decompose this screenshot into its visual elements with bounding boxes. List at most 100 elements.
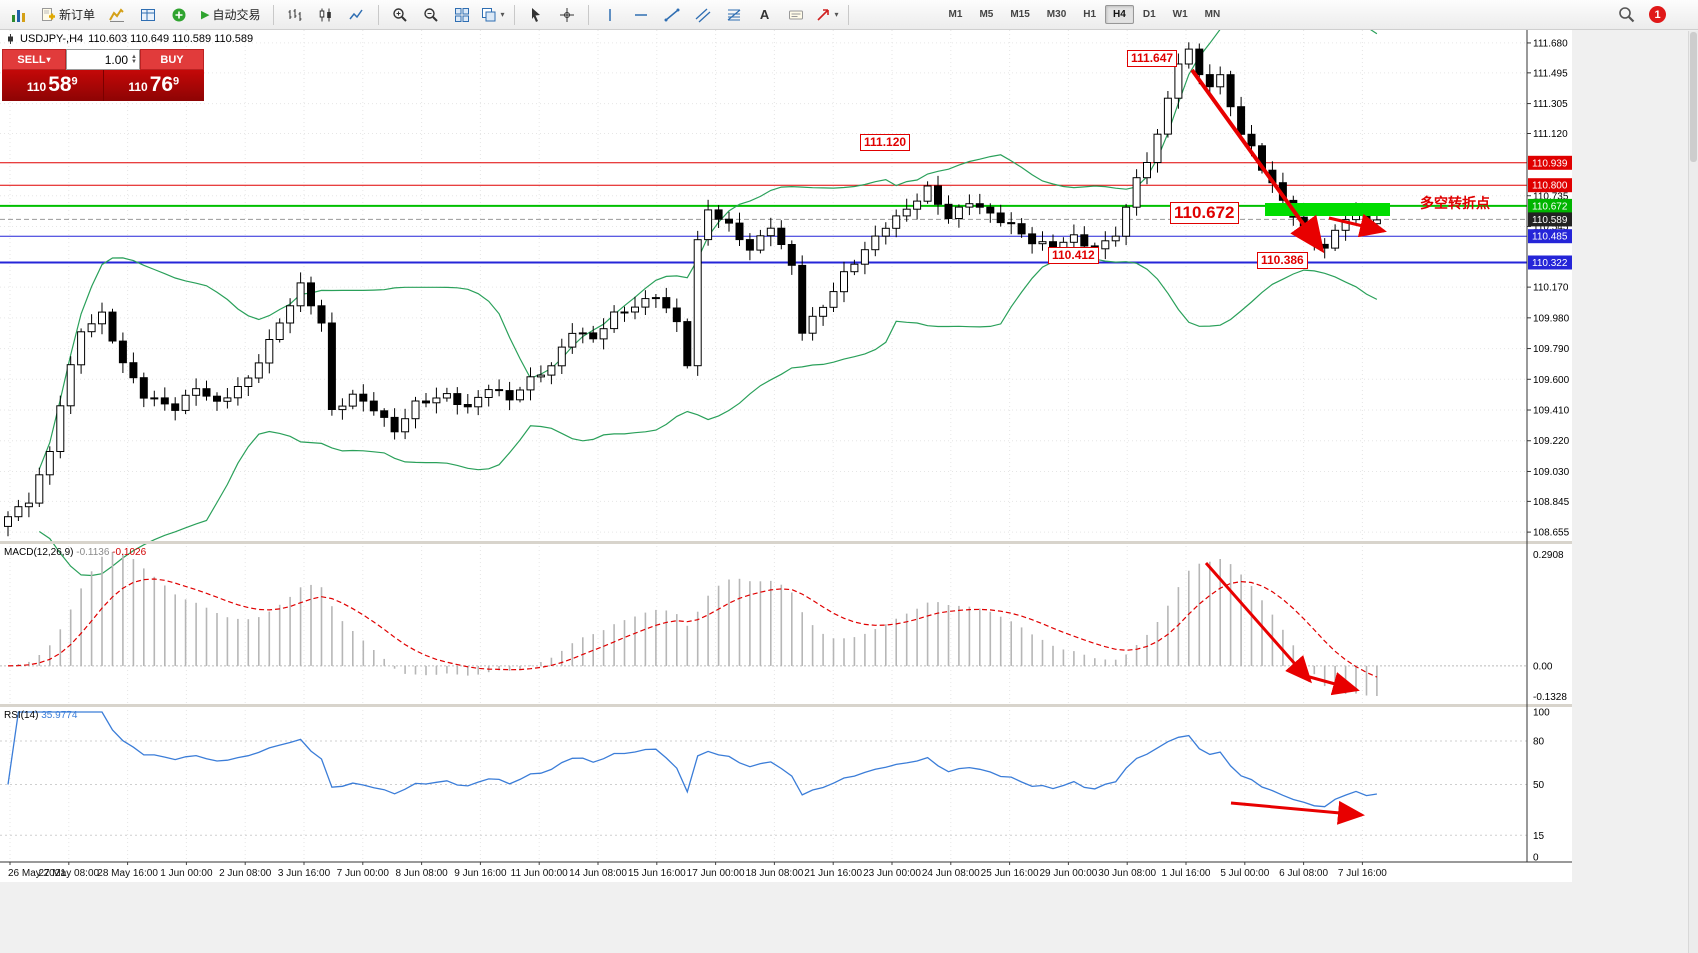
svg-text:30 Jun 08:00: 30 Jun 08:00 [1098, 868, 1156, 879]
macd-title: MACD(12,26,9) [4, 547, 74, 558]
timeframe-d1[interactable]: D1 [1142, 9, 1156, 20]
trend-note-label[interactable]: 多空转折点 [1420, 195, 1490, 211]
rsi-value: 35.9774 [41, 710, 78, 721]
svg-text:110.485: 110.485 [1532, 232, 1568, 243]
buy-button[interactable]: BUY [140, 49, 204, 70]
bar-chart-icon[interactable] [280, 3, 310, 27]
macd-signal-value: -0.1026 [112, 547, 147, 558]
scrollbar-thumb[interactable] [1690, 32, 1697, 162]
sell-dropdown-arrow-icon[interactable]: ▾ [46, 55, 51, 64]
svg-text:15: 15 [1533, 831, 1545, 842]
price-label-annotation[interactable]: 111.647 [1127, 50, 1178, 67]
svg-text:111.120: 111.120 [1533, 129, 1568, 140]
price-label-annotation[interactable]: 111.120 [860, 134, 911, 151]
svg-text:109.790: 109.790 [1533, 344, 1570, 355]
text-icon[interactable]: A [750, 3, 780, 27]
price-label-annotation[interactable]: 110.672 [1170, 202, 1239, 224]
svg-text:5 Jul 00:00: 5 Jul 00:00 [1220, 868, 1269, 879]
toolbar-separator [847, 4, 849, 25]
candlestick-chart-icon[interactable] [311, 3, 341, 27]
vertical-scrollbar[interactable] [1688, 31, 1698, 953]
svg-text:110.589: 110.589 [1532, 215, 1568, 226]
svg-text:0.2908: 0.2908 [1533, 550, 1564, 561]
svg-text:110.545: 110.545 [1533, 222, 1569, 233]
sell-button[interactable]: SELL ▾ [2, 49, 66, 70]
main-toolbar: 新订单 ▶ 自动交易 ▾ A ▾ M1 M5 M15 M30 H1 H4 D1 W1 MN 1 [0, 0, 1698, 30]
svg-text:-0.1328: -0.1328 [1533, 692, 1567, 703]
svg-text:111.495: 111.495 [1533, 68, 1568, 79]
svg-text:110.672: 110.672 [1532, 201, 1568, 212]
toolbar-separator [587, 4, 589, 25]
volume-down-arrow-icon[interactable]: ▼ [131, 58, 137, 65]
autotrade-label: 自动交易 [212, 8, 261, 22]
timeframe-m1[interactable]: M1 [948, 9, 963, 20]
svg-text:8 Jun 08:00: 8 Jun 08:00 [395, 868, 448, 879]
tile-windows-icon[interactable] [447, 3, 477, 27]
svg-text:111.680: 111.680 [1533, 38, 1568, 49]
volume-up-arrow-icon[interactable]: ▲ [131, 53, 137, 60]
svg-text:7 Jun 00:00: 7 Jun 00:00 [337, 868, 390, 879]
play-icon: ▶ [201, 9, 210, 21]
svg-text:6 Jul 08:00: 6 Jul 08:00 [1279, 868, 1328, 879]
vertical-line-icon[interactable] [595, 3, 625, 27]
svg-text:24 Jun 08:00: 24 Jun 08:00 [922, 868, 980, 879]
terminal-chart-icon[interactable] [4, 3, 34, 27]
fibonacci-icon[interactable] [719, 3, 749, 27]
crosshair-icon[interactable] [552, 3, 582, 27]
search-icon[interactable] [1611, 3, 1641, 27]
timeframe-mn[interactable]: MN [1204, 9, 1221, 20]
symbol-name[interactable]: USDJPY-,H4 [20, 33, 84, 45]
timeframe-m15[interactable]: M15 [1010, 9, 1030, 20]
autotrade-button[interactable]: ▶ 自动交易 [195, 3, 266, 27]
svg-text:110.800: 110.800 [1532, 181, 1568, 192]
sell-price-display[interactable]: 110589 [2, 70, 103, 101]
svg-text:28 May 16:00: 28 May 16:00 [97, 868, 158, 879]
arrange-windows-icon[interactable]: ▾ [478, 3, 508, 27]
timeframe-m30[interactable]: M30 [1046, 9, 1067, 20]
cursor-icon[interactable] [521, 3, 551, 27]
horizontal-line-icon[interactable] [626, 3, 656, 27]
navigator-icon[interactable] [164, 3, 194, 27]
timeframe-w1[interactable]: W1 [1172, 9, 1188, 20]
svg-text:109.600: 109.600 [1533, 375, 1570, 386]
svg-text:11 Jun 00:00: 11 Jun 00:00 [511, 868, 569, 879]
svg-text:27 May 08:00: 27 May 08:00 [38, 868, 99, 879]
notification-badge[interactable]: 1 [1649, 6, 1666, 23]
text-label-icon[interactable] [781, 3, 811, 27]
buy-label: BUY [160, 53, 184, 66]
price-label-annotation[interactable]: 110.412 [1048, 247, 1099, 264]
market-watch-icon[interactable] [133, 3, 163, 27]
toolbar-separator [513, 4, 515, 25]
timeframe-toolbar: M1 M5 M15 M30 H1 H4 D1 W1 MN [941, 5, 1229, 24]
new-order-icon [42, 8, 55, 21]
zoom-out-icon[interactable] [416, 3, 446, 27]
svg-text:80: 80 [1533, 737, 1545, 748]
arrows-tool-icon[interactable]: ▾ [812, 3, 842, 27]
timeframe-m5[interactable]: M5 [979, 9, 994, 20]
svg-text:14 Jun 08:00: 14 Jun 08:00 [569, 868, 627, 879]
new-order-button[interactable]: 新订单 [35, 3, 101, 27]
buy-price-display[interactable]: 110769 [103, 70, 204, 101]
volume-spinner: ▲ ▼ [131, 53, 137, 65]
svg-text:26 May 2021: 26 May 2021 [8, 868, 66, 879]
rsi-title: RSI(14) [4, 710, 39, 721]
svg-text:3 Jun 16:00: 3 Jun 16:00 [278, 868, 331, 879]
zoom-in-icon[interactable] [385, 3, 415, 27]
rsi-label: RSI(14) 35.9774 [4, 710, 77, 721]
text-tool-glyph: A [759, 7, 770, 22]
svg-text:1 Jul 16:00: 1 Jul 16:00 [1162, 868, 1211, 879]
svg-text:9 Jun 16:00: 9 Jun 16:00 [454, 868, 507, 879]
one-click-trading-panel: SELL ▾ 1.00 ▲ ▼ BUY 110589 110769 [2, 49, 204, 101]
price-label-annotation[interactable]: 110.386 [1257, 252, 1308, 269]
volume-input[interactable]: 1.00 ▲ ▼ [66, 49, 140, 70]
profiles-icon[interactable] [102, 3, 132, 27]
svg-text:110.735: 110.735 [1533, 191, 1569, 202]
trendline-icon[interactable] [657, 3, 687, 27]
line-chart-icon[interactable] [342, 3, 372, 27]
timeframe-h4[interactable]: H4 [1105, 5, 1134, 24]
channel-icon[interactable] [688, 3, 718, 27]
svg-text:109.220: 109.220 [1533, 436, 1570, 447]
timeframe-h1[interactable]: H1 [1083, 9, 1097, 20]
svg-text:111.305: 111.305 [1533, 99, 1568, 110]
